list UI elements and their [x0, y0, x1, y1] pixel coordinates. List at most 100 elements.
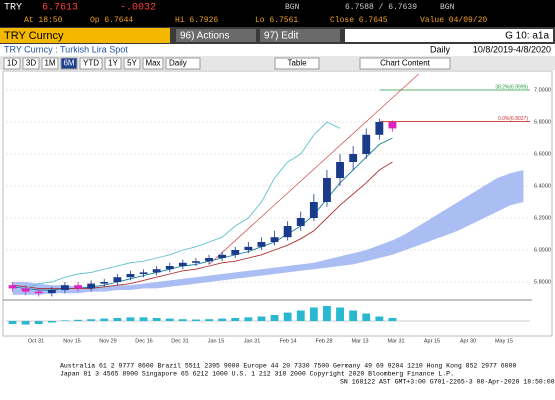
candle-body: [165, 266, 174, 270]
x-tick-label: Nov 15: [63, 338, 80, 344]
macd-bar: [8, 321, 17, 324]
macd-bar: [192, 319, 200, 321]
candle-body: [21, 288, 30, 292]
footer-line: SN 168122 AST GMT+3:00 G701-2265-3 08-Ap…: [340, 379, 555, 386]
y-tick-label: 5.8000: [534, 279, 551, 285]
macd-bar: [87, 319, 96, 321]
trend-line: [208, 73, 419, 265]
macd-bar: [296, 310, 305, 321]
range-label: 1Y: [108, 59, 118, 68]
macd-bar: [349, 310, 358, 321]
candle-body: [192, 261, 200, 263]
candle-body: [283, 226, 292, 238]
y-tick-label: 6.4000: [534, 183, 551, 189]
macd-bar: [362, 313, 371, 321]
time: At 18:50: [24, 16, 63, 25]
macd-bar: [178, 319, 187, 321]
range-button[interactable]: [142, 57, 164, 70]
fib-label: 38.2%(6.9999): [495, 84, 528, 90]
range-button[interactable]: [104, 57, 122, 70]
macd-bar: [323, 306, 331, 321]
range-button[interactable]: [123, 57, 141, 70]
macd-bar: [126, 317, 135, 321]
fib-label: 0.0%(6.8027): [498, 116, 528, 122]
x-tick-label: Dec 31: [171, 338, 188, 344]
candle-body: [323, 178, 331, 202]
table-button[interactable]: [274, 57, 320, 70]
range-button[interactable]: [41, 57, 59, 70]
range-button[interactable]: [22, 57, 40, 70]
edit: 97) Edit: [264, 31, 299, 42]
macd-bar: [388, 318, 397, 321]
quote-bar: [0, 0, 555, 27]
open: Op 6.7644: [90, 16, 133, 25]
chart-title: TRY Curncy : Turkish Lira Spot: [4, 44, 128, 54]
x-tick-label: Oct 31: [28, 338, 44, 344]
macd-bar: [165, 318, 174, 321]
macd-bar: [100, 318, 109, 321]
macd-bar: [139, 317, 148, 321]
footer-line: Japan 81 3 4565 8900 Singapore 65 6212 1…: [60, 371, 454, 378]
macd-bar: [375, 316, 384, 321]
table-label: Table: [287, 59, 307, 68]
x-tick-label: Mar 13: [351, 338, 368, 344]
range-button[interactable]: [3, 57, 21, 70]
candle-body: [257, 242, 266, 247]
actions: 96) Actions: [180, 31, 229, 42]
candle-body: [100, 282, 109, 284]
macd-bar: [21, 321, 30, 325]
range-button[interactable]: [60, 57, 78, 70]
candle-body: [34, 291, 43, 294]
macd-bar: [61, 320, 69, 321]
high: Hi 6.7926: [175, 16, 218, 25]
range-label: 6M: [63, 59, 74, 68]
y-tick-label: 6.6000: [534, 151, 551, 157]
page-id: G 10: a1a: [505, 31, 549, 42]
x-tick-label: Dec 16: [135, 338, 152, 344]
candle-body: [8, 285, 17, 289]
candle-body: [231, 250, 240, 255]
value-date: Value 04/09/20: [420, 16, 487, 25]
macd-bar: [270, 315, 279, 321]
low: Lo 6.7561: [255, 16, 298, 25]
y-tick-label: 7.0000: [534, 87, 551, 93]
security-box[interactable]: [0, 28, 170, 43]
bid-source: BGN: [285, 3, 300, 12]
candle-body: [244, 246, 253, 250]
candle-body: [349, 154, 358, 162]
candle-body: [152, 269, 161, 273]
period-select[interactable]: [165, 57, 201, 70]
macd-bar: [152, 318, 161, 321]
indicator-line: [12, 121, 341, 289]
candle-body: [74, 285, 82, 289]
macd-bar: [47, 321, 56, 323]
actions-button[interactable]: [176, 29, 256, 42]
candle-body: [205, 258, 213, 262]
content-label: Chart Content: [380, 59, 431, 68]
candle-body: [388, 122, 397, 129]
candle-body: [178, 262, 187, 266]
close: Close 6.7645: [330, 16, 388, 25]
y-tick-label: 6.0000: [534, 247, 551, 253]
macd-bar: [218, 318, 227, 321]
range-label: 5Y: [127, 59, 137, 68]
range-button[interactable]: [79, 57, 103, 70]
macd-bar: [257, 316, 266, 321]
edit-button[interactable]: [260, 29, 340, 42]
candle-body: [336, 162, 344, 178]
page-box: [345, 29, 553, 42]
last-price: 6.7613: [42, 3, 78, 14]
range-label: Max: [145, 59, 160, 68]
candle-body: [61, 285, 69, 290]
x-tick-label: Apr 30: [460, 338, 476, 344]
x-tick-label: Apr 15: [424, 338, 440, 344]
candle-body: [218, 254, 227, 258]
range-label: 3D: [26, 59, 36, 68]
macd-bar: [205, 319, 213, 321]
bid-ask: 6.7588 / 6.7639: [345, 3, 417, 12]
macd-bar: [113, 318, 122, 321]
content-button[interactable]: [359, 57, 451, 70]
x-tick-label: Jan 15: [208, 338, 225, 344]
candle-body: [139, 272, 148, 274]
frequency: Daily: [430, 44, 451, 54]
